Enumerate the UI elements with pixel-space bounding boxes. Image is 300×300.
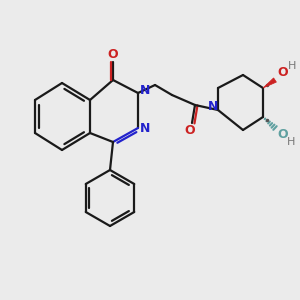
Text: N: N	[140, 85, 150, 98]
Text: N: N	[140, 122, 150, 134]
Text: H: H	[287, 137, 295, 147]
Polygon shape	[263, 78, 276, 88]
Text: O: O	[185, 124, 195, 137]
Text: O: O	[278, 67, 288, 80]
Text: O: O	[278, 128, 288, 140]
Text: N: N	[208, 100, 218, 112]
Text: H: H	[288, 61, 296, 71]
Text: O: O	[108, 49, 118, 62]
